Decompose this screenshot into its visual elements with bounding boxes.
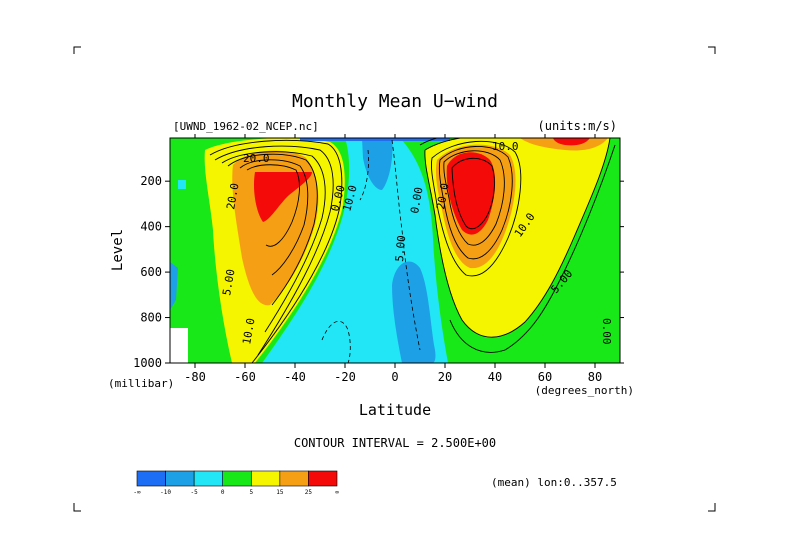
x-tick-label: 20 bbox=[438, 370, 452, 384]
jet-core-upper-nh bbox=[553, 138, 590, 146]
y-axis: 200 400 600 800 1000 bbox=[133, 174, 624, 370]
x-tick-label: 0 bbox=[391, 370, 398, 384]
easterly-surface-sh bbox=[170, 262, 178, 310]
jet-core-sh bbox=[253, 172, 312, 222]
colorbar-tick-label: 5 bbox=[249, 489, 253, 496]
jet-core-nh bbox=[446, 152, 496, 235]
colorbar-swatch bbox=[136, 470, 166, 487]
colorbar-swatch bbox=[193, 470, 224, 487]
colorbar-swatch bbox=[279, 470, 309, 487]
y-axis-label: Level bbox=[110, 229, 126, 271]
x-tick-label: -60 bbox=[234, 370, 256, 384]
x-tick-label: -80 bbox=[184, 370, 206, 384]
contour-label: 5.00 bbox=[393, 235, 408, 263]
units-label: (units:m/s) bbox=[538, 119, 617, 133]
contour-label: 5.00 bbox=[220, 268, 237, 296]
colorbar-swatch bbox=[222, 470, 252, 487]
x-axis: -80 -60 -40 -20 0 20 40 60 80 bbox=[184, 134, 602, 384]
contour-interval-label: CONTOUR INTERVAL = 2.500E+00 bbox=[294, 436, 496, 450]
band-0-5-sfc-nh bbox=[585, 290, 620, 363]
colorbar-swatch bbox=[165, 470, 195, 487]
colorbar-tick-label: -∞ bbox=[133, 489, 141, 496]
colorbar-tick-label: -5 bbox=[191, 489, 199, 496]
x-axis-units: (degrees_north) bbox=[535, 384, 634, 397]
x-tick-label: -40 bbox=[284, 370, 306, 384]
easterly-upper bbox=[362, 138, 393, 190]
colorbar-swatch bbox=[250, 470, 281, 487]
footer-label: (mean) lon:0..357.5 bbox=[491, 476, 617, 489]
small-cyan-patch bbox=[178, 180, 186, 189]
missing-data-surface bbox=[170, 328, 188, 363]
x-tick-label: -20 bbox=[334, 370, 356, 384]
plot-area: 20.0 10.0 0.00 5.00 20.0 10.0 5.00 0.00 … bbox=[170, 138, 620, 363]
contour-label: 20.0 bbox=[224, 182, 241, 210]
x-tick-label: 40 bbox=[488, 370, 502, 384]
colorbar-tick-label: 15 bbox=[276, 489, 284, 496]
y-tick-label: 600 bbox=[140, 265, 162, 279]
contour-label: 10.0 bbox=[492, 140, 519, 153]
y-tick-label: 200 bbox=[140, 174, 162, 188]
colorbar: -∞ -10 -5 0 5 15 25 ∞ bbox=[133, 470, 339, 496]
colorbar-tick-label: 0 bbox=[221, 489, 225, 496]
y-tick-label: 400 bbox=[140, 220, 162, 234]
easterly-tropics bbox=[392, 261, 436, 363]
chart-title: Monthly Mean U−wind bbox=[292, 91, 498, 112]
contour-lines-dashed bbox=[321, 139, 421, 363]
easterly-strat-top bbox=[300, 138, 450, 141]
colorbar-swatch bbox=[308, 470, 338, 487]
contour-label: 10.0 bbox=[240, 317, 257, 345]
contour-lines bbox=[209, 138, 616, 363]
crop-marks bbox=[73, 46, 716, 512]
contour-value-labels: 20.0 10.0 0.00 5.00 20.0 10.0 5.00 0.00 … bbox=[220, 140, 613, 346]
x-axis-label: Latitude bbox=[359, 401, 431, 419]
source-label: [UWND_1962-02_NCEP.nc] bbox=[173, 120, 319, 133]
contour-label: 20.0 bbox=[434, 182, 451, 210]
y-tick-label: 1000 bbox=[133, 356, 162, 370]
contour-label: 20.0 bbox=[243, 152, 270, 165]
colorbar-tick-label: ∞ bbox=[335, 489, 339, 496]
colorbar-tick-label: -10 bbox=[160, 489, 171, 496]
y-tick-label: 800 bbox=[140, 311, 162, 325]
contour-label: 0.00 bbox=[600, 318, 613, 345]
contour-label: 0.00 bbox=[408, 186, 425, 214]
y-axis-units: (millibar) bbox=[108, 377, 174, 390]
colorbar-tick-label: 25 bbox=[305, 489, 313, 496]
x-tick-label: 80 bbox=[588, 370, 602, 384]
x-tick-label: 60 bbox=[538, 370, 552, 384]
